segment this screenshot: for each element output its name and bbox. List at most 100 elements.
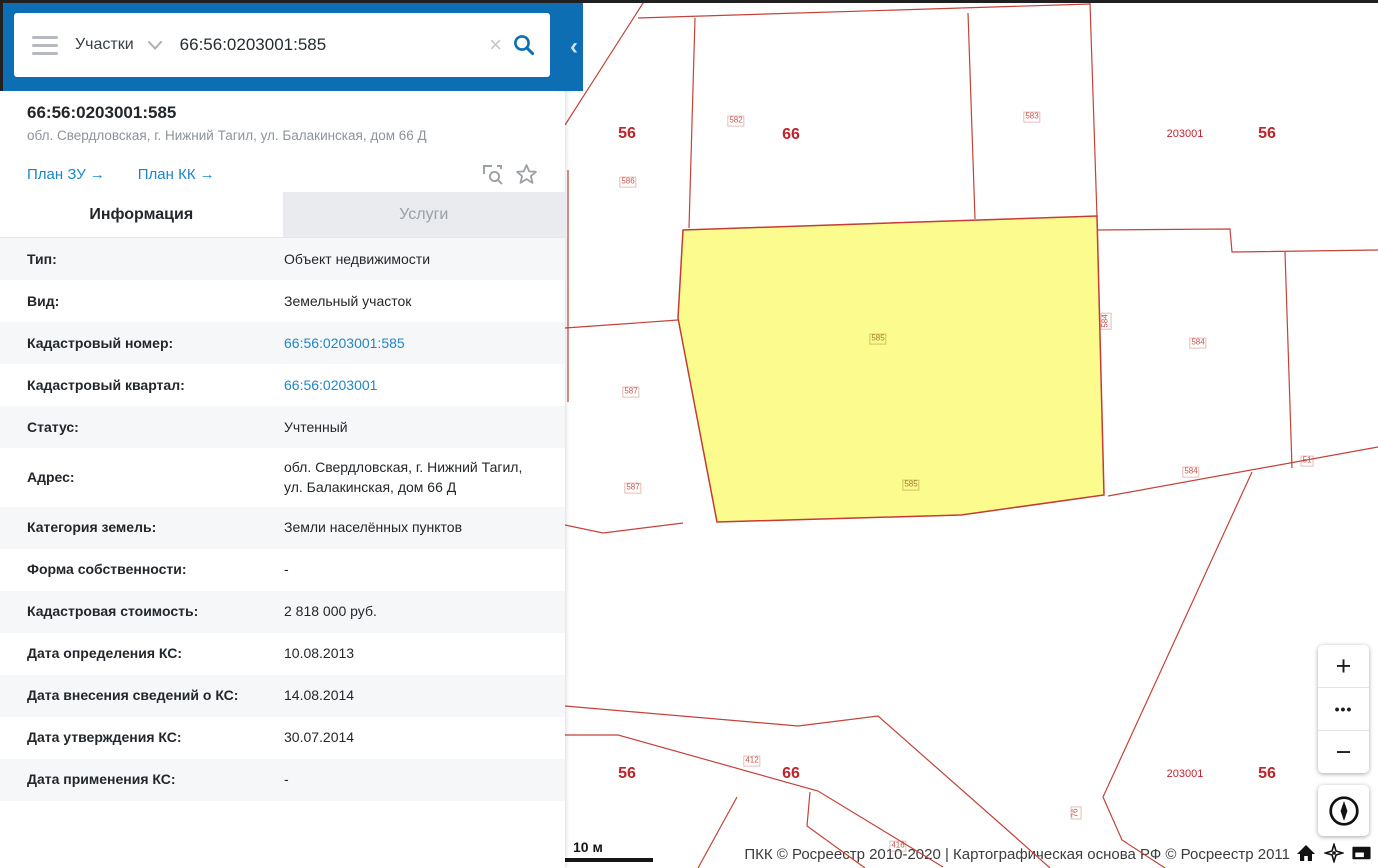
info-row-label: Кадастровая стоимость: [27, 603, 199, 620]
clear-search-icon[interactable]: × [489, 32, 502, 57]
info-row-value: Земельный участок [284, 292, 412, 309]
search-header: Участки × [0, 3, 565, 91]
panel-tabs: Информация Услуги [0, 192, 565, 238]
info-row: Дата внесения сведений о КС: 14.08.2014 [0, 674, 565, 717]
scale-bar-line [565, 858, 653, 862]
scale-bar: 10 м [565, 839, 653, 862]
cadastral-boundary-line [1102, 471, 1253, 868]
info-row: Адрес: обл. Свердловская, г. Нижний Тагил… [0, 448, 565, 507]
panel-head-icons [481, 163, 538, 186]
info-row-value: Учтенный [284, 418, 348, 435]
info-row-value: 2 818 000 руб. [284, 603, 377, 620]
map-footer-buttons [1295, 842, 1372, 863]
info-row-value: Земли населённых пунктов [284, 519, 463, 536]
tab-information[interactable]: Информация [0, 192, 283, 237]
search-box: Участки × [14, 13, 550, 77]
info-row: Форма собственности: - [0, 549, 565, 591]
info-value-link[interactable]: 66:56:0203001:585 [284, 334, 405, 351]
star-icon[interactable] [515, 163, 538, 186]
info-row-value: Объект недвижимости [284, 250, 431, 267]
info-row: Дата утверждения КС: 30.07.2014 [0, 717, 565, 759]
info-row-label: Дата утверждения КС: [27, 729, 182, 746]
window-edge-left [0, 0, 3, 91]
scale-label: 10 м [573, 839, 603, 855]
cadastral-boundary-line [697, 796, 738, 868]
cadastral-boundary-line [565, 705, 1051, 868]
window-edge-top [0, 0, 1378, 3]
chevron-down-icon [147, 40, 162, 50]
info-row-label: Адрес: [27, 469, 75, 486]
info-row: Дата применения КС: - [0, 758, 565, 801]
divider [1318, 730, 1369, 731]
search-category-dropdown[interactable]: Участки [75, 36, 162, 54]
map-zoom-controls: + ••• − [1318, 645, 1369, 773]
search-input[interactable] [177, 34, 486, 56]
info-panel: 66:56:0203001:585 обл. Свердловская, г. … [0, 91, 565, 868]
info-row: Кадастровая стоимость: 2 818 000 руб. [0, 590, 565, 633]
info-row-value: - [284, 771, 289, 788]
plan-kk-link[interactable]: План КК → [138, 166, 215, 183]
info-row: Статус: Учтенный [0, 406, 565, 448]
cadastral-boundary-line [565, 522, 684, 534]
collapse-panel-tab[interactable]: ‹ [565, 3, 583, 91]
info-row-label: Кадастровый квартал: [27, 376, 185, 393]
info-row: Вид: Земельный участок [0, 280, 565, 322]
info-row-label: Дата определения КС: [27, 645, 183, 662]
info-row-label: Тип: [27, 250, 57, 267]
cadastral-boundary-line [1284, 251, 1293, 469]
info-row: Кадастровый квартал: 66:56:0203001 [0, 364, 565, 406]
cadastral-boundary-line [1089, 2, 1098, 218]
panel-head: 66:56:0203001:585 обл. Свердловская, г. … [0, 91, 565, 186]
zoom-in-button[interactable]: + [1318, 645, 1369, 687]
tab-services[interactable]: Услуги [282, 192, 565, 237]
info-row-label: Форма собственности: [27, 561, 187, 578]
info-value-link[interactable]: 66:56:0203001 [284, 376, 378, 393]
info-row-label: Статус: [27, 418, 79, 435]
info-row-value: обл. Свердловская, г. Нижний Тагил, ул. … [284, 459, 523, 496]
info-row-label: Категория земель: [27, 519, 157, 536]
cadastral-boundary-line [967, 12, 976, 220]
overview-map-icon[interactable] [1351, 842, 1372, 863]
compass-icon [1326, 793, 1362, 829]
info-row-value: 10.08.2013 [284, 645, 355, 662]
cadastral-boundary-line [806, 791, 866, 868]
info-row: Тип: Объект недвижимости [0, 238, 565, 280]
arrow-right-icon: → [199, 166, 215, 183]
info-row-label: Кадастровый номер: [27, 334, 174, 351]
info-row: Категория земель: Земли населённых пункто… [0, 506, 565, 549]
home-icon[interactable] [1295, 842, 1316, 863]
highlighted-parcel[interactable] [677, 215, 1105, 523]
search-icon[interactable] [512, 33, 536, 57]
crosshair-icon[interactable] [1323, 842, 1344, 863]
links-row: План ЗУ → План КК → [27, 163, 538, 186]
arrow-right-icon: → [89, 166, 105, 183]
info-row: Дата определения КС: 10.08.2013 [0, 633, 565, 675]
info-row-label: Дата внесения сведений о КС: [27, 687, 239, 704]
cadastral-boundary-line [565, 319, 679, 329]
cadastral-boundary-line [565, 0, 646, 126]
info-row-value: 30.07.2014 [284, 729, 355, 746]
map-attribution: ПКК © Росреестр 2010-2020 | Картографиче… [744, 846, 1290, 863]
more-tools-button[interactable]: ••• [1318, 688, 1369, 730]
zoom-out-button[interactable]: − [1318, 731, 1369, 773]
area-search-icon[interactable] [481, 163, 504, 186]
cadastral-boundary-line [565, 734, 944, 868]
plan-zu-link[interactable]: План ЗУ → [27, 166, 105, 183]
divider [1318, 687, 1369, 688]
cadastral-boundary-line [1107, 446, 1378, 497]
cadastral-map-svg [565, 0, 1378, 868]
menu-icon[interactable] [32, 35, 58, 55]
info-row-label: Вид: [27, 292, 60, 309]
collapse-chevron-icon: ‹ [570, 33, 578, 60]
info-row-label: Дата применения КС: [27, 771, 176, 788]
map-canvas[interactable]: 56 582 66 583 203001 56 586 585 587 584 584 587 585 5… [565, 0, 1378, 868]
parcel-address-subtitle: обл. Свердловская, г. Нижний Тагил, ул. … [27, 128, 427, 143]
info-table: Тип: Объект недвижимости Вид: Земельный уча… [0, 238, 565, 801]
search-category-label: Участки [75, 36, 134, 53]
compass-button[interactable] [1318, 785, 1369, 836]
cadastral-boundary-line [1096, 228, 1378, 253]
cadastral-boundary-line [688, 17, 696, 229]
plan-kk-label: План КК [137, 166, 196, 183]
info-row-value: - [284, 561, 289, 578]
